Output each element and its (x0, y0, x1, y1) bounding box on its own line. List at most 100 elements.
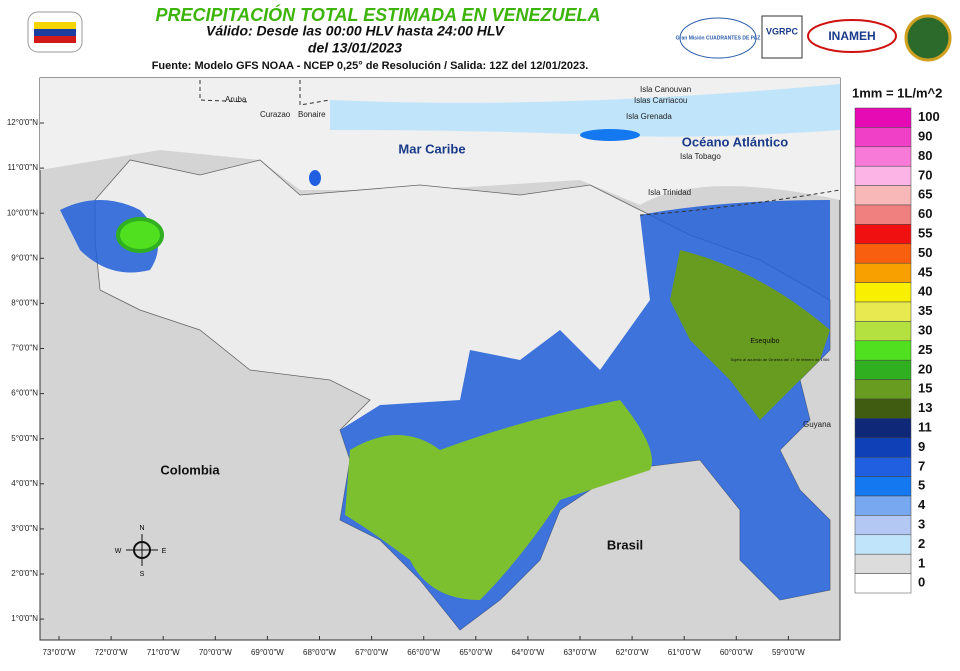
legend-label: 11 (918, 420, 932, 435)
legend-label: 5 (918, 478, 925, 493)
legend-swatch (854, 398, 912, 419)
rain-green (670, 250, 830, 420)
date: del 13/01/2023 (308, 40, 402, 56)
lon-tick-label: 70°0'0"W (199, 648, 232, 657)
compass-label: E (162, 548, 167, 555)
lon-tick-label: 68°0'0"W (303, 648, 336, 657)
legend-swatch (854, 534, 912, 555)
legend-swatch (854, 127, 912, 148)
lat-tick-label: 10°0'0"N (7, 208, 38, 217)
lon-tick-label: 66°0'0"W (407, 648, 440, 657)
rain-sea (330, 84, 840, 137)
lon-tick-label: 73°0'0"W (43, 648, 76, 657)
flag-stripe (34, 36, 76, 43)
legend-label: 65 (918, 187, 932, 202)
legend-swatch (854, 165, 912, 186)
lon-tick-label: 60°0'0"W (720, 648, 753, 657)
legend-swatch (854, 359, 912, 380)
place-label: Islas Carriacou (634, 96, 687, 105)
place-label: Sujeto al acuerdo de Ginebra del 17 de f… (731, 357, 831, 362)
lat-tick-label: 8°0'0"N (11, 299, 38, 308)
lat-tick-label: 3°0'0"N (11, 524, 38, 533)
lat-tick-label: 2°0'0"N (11, 569, 38, 578)
place-label: Isla Canouvan (640, 85, 691, 94)
legend-label: 90 (918, 129, 932, 144)
legend-label: 0 (918, 575, 925, 590)
legend-label: 80 (918, 148, 932, 163)
sea-label: Océano Atlántico (682, 134, 788, 149)
place-label: Curazao (260, 110, 291, 119)
legend-swatch (854, 146, 912, 167)
legend-swatch (854, 301, 912, 322)
compass-label: N (139, 525, 144, 532)
legend-label: 1 (918, 555, 925, 570)
valid: Válido: Desde las 00:00 HLV hasta 24:00 … (206, 23, 506, 39)
legend-label: 2 (918, 536, 925, 551)
compass (126, 534, 158, 566)
compass-label: W (115, 548, 122, 555)
legend-swatch (854, 340, 912, 361)
legend-swatch (854, 437, 912, 458)
logo-text: INAMEH (828, 29, 875, 43)
legend-swatch (854, 418, 912, 439)
legend-swatch (854, 476, 912, 497)
legend-label: 4 (918, 497, 926, 512)
lat-tick-label: 4°0'0"N (11, 479, 38, 488)
legend-label: 13 (918, 400, 932, 415)
logo-vgrpc (761, 15, 803, 59)
boundary (199, 80, 331, 106)
legend-swatch (854, 107, 912, 128)
logo-cuadrantes (679, 17, 757, 59)
title: PRECIPITACIÓN TOTAL ESTIMADA EN VENEZUEL… (155, 4, 600, 25)
legend-label: 30 (918, 323, 932, 338)
lat-tick-label: 7°0'0"N (11, 344, 38, 353)
rain-sea (309, 170, 321, 186)
legend-label: 7 (918, 458, 925, 473)
country-label: Colombia (160, 462, 220, 477)
legend-label: 15 (918, 381, 932, 396)
lat-tick-label: 6°0'0"N (11, 389, 38, 398)
logo-text: Gran Misión CUADRANTES DE PAZ (676, 35, 761, 41)
legend-label: 45 (918, 264, 932, 279)
legend-label: 50 (918, 245, 932, 260)
legend-swatch (854, 262, 912, 283)
lat-tick-label: 11°0'0"N (7, 163, 38, 172)
legend-label: 25 (918, 342, 932, 357)
legend-swatch (854, 495, 912, 516)
legend-swatch (854, 282, 912, 303)
legend-label: 20 (918, 361, 932, 376)
legend-swatch (854, 573, 912, 594)
legend-swatch (854, 243, 912, 264)
legend-label: 35 (918, 303, 932, 318)
legend-label: 70 (918, 167, 932, 182)
place-label: Aruba (225, 95, 247, 104)
lon-tick-label: 71°0'0"W (147, 648, 180, 657)
country-label: Guyana (803, 420, 832, 429)
legend-label: 40 (918, 284, 932, 299)
logo-text: VGRPC (766, 26, 799, 36)
lat-tick-label: 9°0'0"N (11, 253, 38, 262)
lon-tick-label: 59°0'0"W (772, 648, 805, 657)
place-label: Isla Tobago (680, 152, 721, 161)
lon-tick-label: 67°0'0"W (355, 648, 388, 657)
lat-tick-label: 12°0'0"N (7, 118, 38, 127)
place-label: Isla Grenada (626, 112, 672, 121)
lat-tick-label: 5°0'0"N (11, 434, 38, 443)
rain-green (345, 400, 652, 600)
sea-label: Mar Caribe (398, 141, 465, 156)
place-label: Isla Trinidad (648, 188, 691, 197)
legend-swatch (854, 321, 912, 342)
rain-sea (580, 129, 640, 141)
place-label: Esequibo (750, 338, 779, 345)
lon-tick-label: 61°0'0"W (668, 648, 701, 657)
flag-stripe (34, 22, 76, 29)
legend-swatch (854, 515, 912, 536)
legend-swatch (854, 456, 912, 477)
legend-label: 55 (918, 226, 932, 241)
flag-stripe (34, 29, 76, 36)
lon-tick-label: 65°0'0"W (459, 648, 492, 657)
lon-tick-label: 69°0'0"W (251, 648, 284, 657)
legend-label: 100 (918, 109, 940, 124)
